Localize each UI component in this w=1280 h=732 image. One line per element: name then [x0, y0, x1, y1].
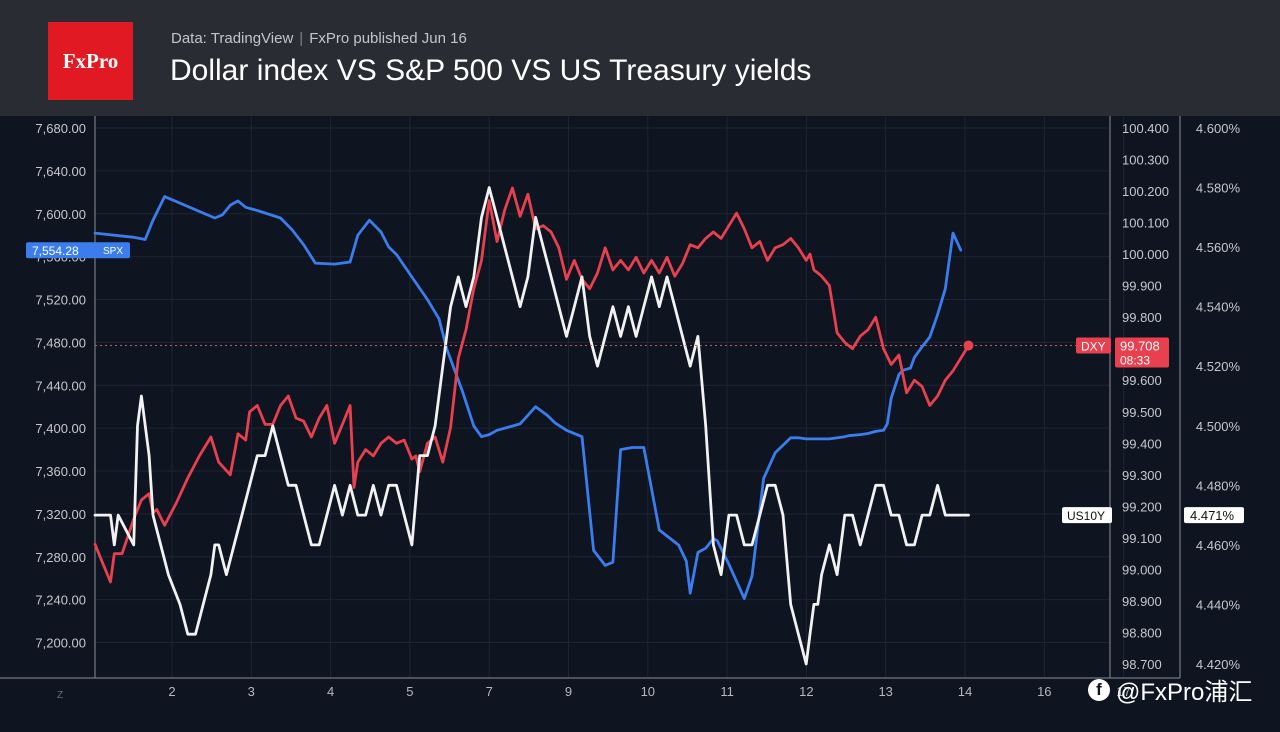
- us10y-tick-label: 4.500%: [1196, 419, 1241, 434]
- dxy-tick-label: 99.500: [1122, 405, 1162, 420]
- data-source: Data: TradingView: [171, 30, 294, 47]
- dxy-tick-label: 100.400: [1122, 121, 1169, 136]
- dxy-tick-label: 100.200: [1122, 184, 1169, 199]
- x-tick-label: 12: [799, 684, 813, 699]
- x-tick-label: 16: [1037, 684, 1051, 699]
- data-source-line: Data: TradingView | FxPro published Jun 16: [171, 30, 467, 47]
- spx-tick-label: 7,200.00: [35, 636, 86, 651]
- chart-title: Dollar index VS S&P 500 VS US Treasury y…: [170, 54, 812, 87]
- grid-lines: [95, 116, 1125, 678]
- watermark-text: @FxPro浦汇: [1116, 679, 1253, 706]
- dxy-last-marker: [963, 340, 974, 351]
- series-lines: [93, 186, 970, 666]
- dxy-tick-label: 99.100: [1122, 531, 1162, 546]
- dxy-series-name: DXY: [1081, 340, 1106, 354]
- chart-header: FxPro Data: TradingView | FxPro published …: [0, 0, 1280, 116]
- spx-tick-label: 7,360.00: [35, 464, 86, 479]
- x-tick-label: 7: [486, 684, 493, 699]
- x-corner-label: Z: [57, 690, 63, 701]
- spx-tick-label: 7,680.00: [35, 121, 86, 136]
- x-tick-label: 5: [406, 684, 413, 699]
- spx-tick-label: 7,440.00: [35, 378, 86, 393]
- us10y-tick-label: 4.460%: [1196, 538, 1241, 553]
- dxy-last-value: 99.708: [1120, 339, 1160, 354]
- us10y-tick-label: 4.520%: [1196, 359, 1241, 374]
- dxy-tick-label: 100.000: [1122, 247, 1169, 262]
- us10y-tick-label: 4.540%: [1196, 300, 1241, 315]
- us10y-tick-label: 4.480%: [1196, 478, 1241, 493]
- us10y-tick-label: 4.580%: [1196, 181, 1241, 196]
- dxy-countdown: 08:33: [1120, 354, 1150, 368]
- fxpro-logo: FxPro: [48, 22, 133, 100]
- dxy-price-badge: [1115, 337, 1169, 368]
- us10y-tick-label: 4.420%: [1196, 657, 1241, 672]
- dxy-tick-label: 99.000: [1122, 562, 1162, 577]
- axes: [0, 116, 1181, 679]
- us10y-tick-label: 4.560%: [1196, 240, 1241, 255]
- x-tick-label: 11: [720, 684, 734, 699]
- dxy-tick-label: 99.300: [1122, 468, 1162, 483]
- dxy-tick-label: 99.600: [1122, 373, 1162, 388]
- dxy-tick-label: 98.900: [1122, 594, 1162, 609]
- dxy-tick-label: 99.800: [1122, 310, 1162, 325]
- spx-tick-label: 7,640.00: [35, 164, 86, 179]
- dxy-tick-label: 98.800: [1122, 625, 1162, 640]
- dxy-tick-label: 100.100: [1122, 216, 1169, 231]
- axis-tick-labels: 2 3 4 5 7 9 10 11 12 13 14 16 17 Z 7,680.00 7,640.00 7,6…: [35, 121, 1240, 701]
- spx-tick-label: 7,320.00: [35, 507, 86, 522]
- x-tick-label: 17: [1116, 684, 1130, 699]
- facebook-icon: f: [1088, 678, 1110, 701]
- us10y-tick-label: 4.600%: [1196, 121, 1241, 136]
- spx-tick-label: 7,480.00: [35, 335, 86, 350]
- separator: |: [299, 30, 304, 47]
- us10y-series-name: US10Y: [1067, 509, 1105, 523]
- series-line-spx: [93, 195, 963, 601]
- x-tick-label: 2: [168, 684, 175, 699]
- dxy-tick-label: 98.700: [1122, 657, 1162, 672]
- spx-tick-label: 7,520.00: [35, 293, 86, 308]
- series-line-dxy: [93, 186, 970, 584]
- spx-tick-label: 7,400.00: [35, 421, 86, 436]
- dxy-tick-label: 99.900: [1122, 279, 1162, 294]
- watermark: f @FxPro浦汇: [1088, 672, 1252, 707]
- us10y-price-badge: [1184, 507, 1244, 524]
- us10y-last-value: 4.471%: [1190, 508, 1235, 523]
- series-line-us10y: [93, 186, 970, 666]
- spx-tick-label: 7,600.00: [35, 207, 86, 222]
- us10y-name-badge: [1062, 507, 1112, 524]
- chart-area: 2 3 4 5 7 9 10 11 12 13 14 16 17 Z 7,680.00 7,640.00 7,6…: [0, 116, 1244, 701]
- dxy-name-badge: [1076, 337, 1111, 354]
- us10y-tick-label: 4.440%: [1196, 597, 1241, 612]
- x-tick-label: 9: [565, 684, 572, 699]
- dxy-tick-label: 100.300: [1122, 153, 1169, 168]
- dxy-tick-label: 99.200: [1122, 499, 1162, 514]
- spx-tick-label: 7,240.00: [35, 593, 86, 608]
- x-tick-label: 3: [248, 684, 255, 699]
- publish-info: FxPro published Jun 16: [309, 30, 467, 47]
- spx-price-badge: [26, 242, 130, 259]
- x-tick-label: 13: [878, 684, 892, 699]
- x-tick-label: 14: [958, 684, 972, 699]
- dxy-tick-label: 99.400: [1122, 436, 1162, 451]
- spx-last-value: 7,554.28: [32, 244, 79, 258]
- spx-tick-label: 7,280.00: [35, 550, 86, 565]
- x-tick-label: 10: [641, 684, 655, 699]
- spx-series-name: SPX: [103, 246, 123, 257]
- x-tick-label: 4: [327, 684, 334, 699]
